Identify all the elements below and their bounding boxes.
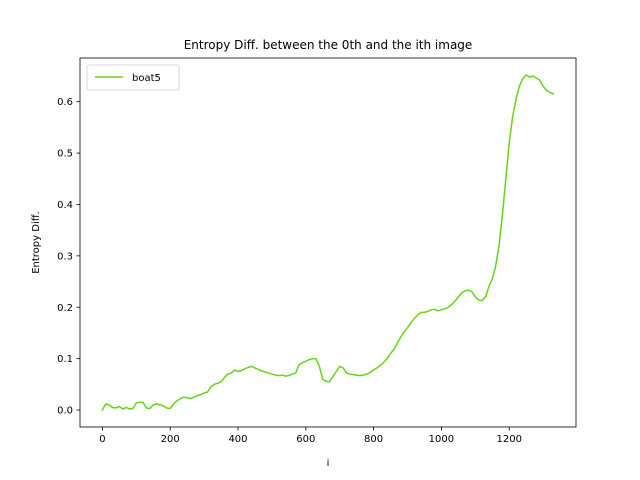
y-tick-label: 0.4 (57, 200, 73, 211)
x-tick-label: 0 (99, 434, 105, 445)
plot-area (101, 74, 555, 411)
y-tick-label: 0.1 (57, 354, 73, 365)
y-axis-ticks: 0.0 0.1 0.2 0.3 0.4 0.5 0.6 (57, 97, 80, 417)
x-axis-ticks: 0 200 400 600 800 1000 1200 (99, 427, 522, 445)
legend-label-boat5: boat5 (132, 73, 161, 84)
axes-frame (79, 57, 577, 428)
y-tick-label: 0.2 (57, 303, 73, 314)
series-line-boat5 (101, 74, 555, 411)
y-axis-label: Entropy Diff. (31, 211, 42, 274)
chart-title: Entropy Diff. between the 0th and the it… (184, 38, 473, 52)
y-tick-label: 0.0 (57, 406, 73, 417)
y-tick-label: 0.3 (57, 251, 73, 262)
x-tick-label: 200 (161, 434, 180, 445)
x-tick-label: 400 (228, 434, 247, 445)
x-axis-label: i (327, 458, 330, 469)
y-tick-label: 0.5 (57, 149, 73, 160)
legend: boat5 (86, 64, 180, 91)
x-tick-label: 800 (364, 434, 383, 445)
x-tick-label: 1200 (496, 434, 521, 445)
x-tick-label: 1000 (429, 434, 454, 445)
y-tick-label: 0.6 (57, 97, 73, 108)
x-tick-label: 600 (296, 434, 315, 445)
legend-box (86, 64, 180, 91)
